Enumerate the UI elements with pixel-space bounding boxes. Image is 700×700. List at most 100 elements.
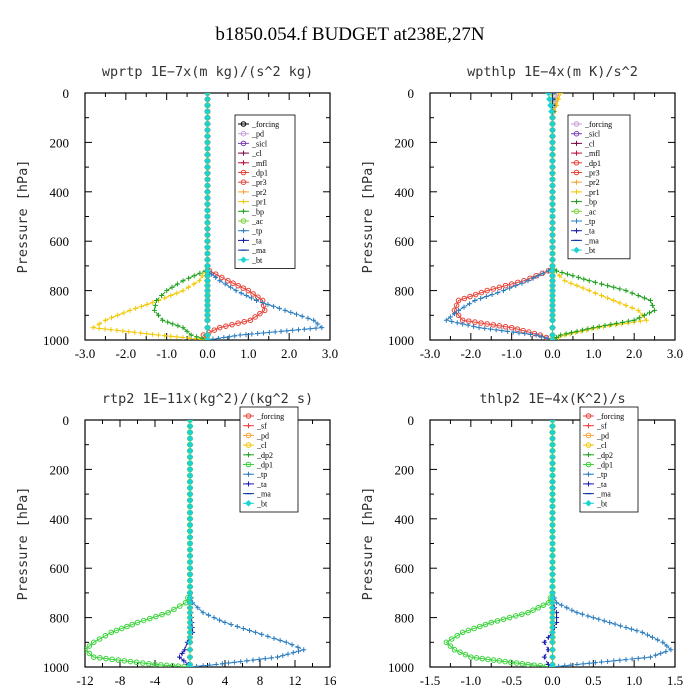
data-point bbox=[530, 275, 536, 281]
data-point bbox=[556, 96, 562, 102]
data-point bbox=[549, 151, 556, 159]
data-point bbox=[198, 336, 204, 340]
legend-marker bbox=[585, 461, 592, 468]
data-point bbox=[482, 325, 488, 331]
data-point bbox=[443, 639, 450, 646]
data-point bbox=[191, 281, 197, 287]
data-point bbox=[579, 327, 585, 333]
data-point bbox=[586, 278, 592, 284]
x-tick-label: -12 bbox=[76, 673, 93, 688]
data-point bbox=[541, 639, 547, 645]
data-point bbox=[243, 332, 249, 338]
legend-marker bbox=[586, 481, 591, 487]
data-point bbox=[152, 302, 158, 308]
data-point bbox=[204, 219, 211, 227]
data-point bbox=[126, 329, 132, 335]
data-point bbox=[139, 660, 146, 666]
data-point bbox=[465, 627, 472, 634]
legend-marker bbox=[241, 208, 246, 214]
data-point bbox=[186, 441, 194, 449]
data-point bbox=[607, 620, 613, 626]
data-point bbox=[245, 287, 252, 294]
data-point bbox=[447, 314, 453, 320]
data-point bbox=[276, 305, 282, 311]
data-point bbox=[496, 658, 503, 664]
data-point bbox=[549, 237, 556, 245]
data-point bbox=[549, 132, 556, 140]
data-point bbox=[175, 323, 181, 329]
legend-marker bbox=[246, 471, 251, 477]
legend: _forcing_pd_sicl_cl_mfl_dp1_pr3_pr2_pr1_… bbox=[234, 114, 296, 269]
y-tick-label: 600 bbox=[50, 234, 70, 249]
legend-label: _bt bbox=[251, 256, 263, 265]
y-tick-label: 200 bbox=[50, 135, 70, 150]
data-point bbox=[108, 327, 114, 333]
data-point bbox=[237, 332, 243, 338]
y-tick-label: 600 bbox=[50, 561, 70, 576]
data-point bbox=[168, 293, 174, 299]
data-point bbox=[525, 609, 531, 616]
data-point bbox=[90, 639, 97, 646]
data-point bbox=[516, 330, 522, 336]
legend-label: _forcing bbox=[596, 412, 624, 421]
data-point bbox=[254, 297, 259, 303]
data-point bbox=[558, 332, 564, 338]
y-tick-label: 800 bbox=[50, 284, 70, 299]
data-point bbox=[204, 324, 211, 332]
y-axis-label: Pressure [hPa] bbox=[15, 160, 31, 274]
data-point bbox=[255, 294, 261, 300]
legend-marker bbox=[586, 471, 591, 477]
data-point bbox=[617, 300, 623, 306]
data-point bbox=[549, 653, 556, 661]
data-point bbox=[612, 621, 618, 627]
x-tick-label: -1.0 bbox=[156, 346, 177, 361]
y-tick-label: 400 bbox=[395, 185, 415, 200]
data-point bbox=[558, 93, 564, 96]
data-point bbox=[592, 279, 598, 285]
series-group bbox=[85, 420, 307, 667]
data-point bbox=[307, 326, 313, 332]
data-point bbox=[549, 244, 556, 251]
data-point bbox=[253, 629, 259, 635]
data-point bbox=[482, 621, 489, 628]
data-point bbox=[204, 114, 211, 122]
data-point bbox=[562, 663, 568, 667]
y-tick-label: 800 bbox=[395, 611, 415, 626]
legend-marker bbox=[241, 150, 246, 156]
data-point bbox=[462, 651, 469, 658]
data-point bbox=[574, 328, 580, 334]
panel-title: wprtp 1E−7x(m kg)/(s^2 kg) bbox=[102, 64, 313, 80]
data-point bbox=[495, 290, 501, 296]
x-tick-label: 3.0 bbox=[322, 346, 338, 361]
data-point bbox=[634, 628, 640, 634]
legend-marker bbox=[573, 246, 580, 254]
data-point bbox=[549, 213, 556, 220]
legend-marker bbox=[245, 499, 252, 507]
legend-marker bbox=[241, 199, 246, 205]
data-point bbox=[461, 295, 468, 302]
data-point bbox=[490, 286, 497, 292]
data-point bbox=[271, 635, 277, 641]
data-point bbox=[114, 327, 120, 333]
data-point bbox=[549, 120, 556, 128]
legend-label: _bp bbox=[584, 198, 597, 207]
data-point bbox=[295, 644, 301, 650]
data-point bbox=[204, 163, 211, 171]
data-point bbox=[549, 583, 556, 591]
data-point bbox=[447, 643, 454, 649]
legend-label: _forcing bbox=[251, 120, 279, 129]
y-axis-label: Pressure [hPa] bbox=[360, 487, 376, 601]
data-point bbox=[465, 322, 471, 328]
data-point bbox=[196, 278, 202, 284]
data-point bbox=[505, 328, 511, 334]
data-point bbox=[519, 660, 526, 667]
data-point bbox=[549, 169, 556, 177]
x-tick-label: 1.5 bbox=[667, 673, 683, 688]
data-point bbox=[186, 490, 194, 498]
data-point bbox=[494, 618, 501, 624]
data-point bbox=[485, 656, 491, 663]
legend-label: _dp1 bbox=[596, 461, 613, 470]
y-tick-label: 200 bbox=[395, 135, 415, 150]
data-point bbox=[506, 614, 513, 621]
legend: _forcing_sf_pd_cl_dp2_dp1_tp_ta_ma_bt bbox=[579, 406, 639, 513]
